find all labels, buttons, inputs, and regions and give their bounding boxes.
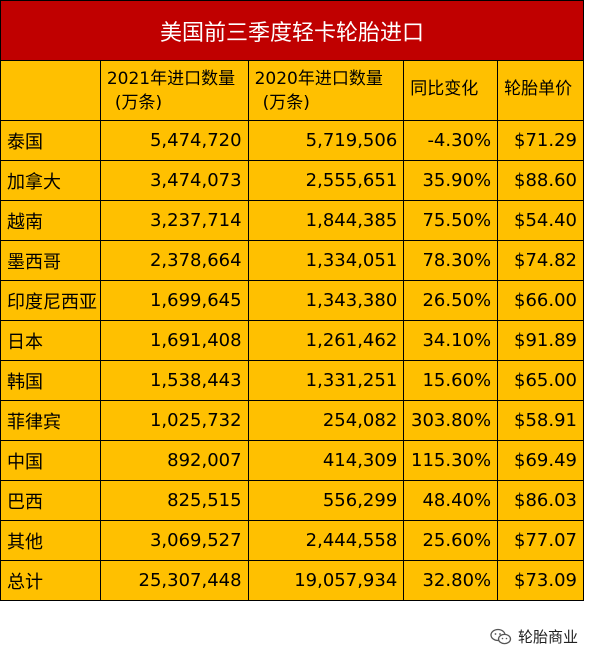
cell-2021-quantity: 3,237,714 [100, 201, 249, 241]
cell-2021-quantity: 1,025,732 [100, 401, 249, 441]
header-change-label: 同比变化 [410, 79, 479, 99]
header-2021-unit: (万条) [114, 93, 163, 113]
import-table: 美国前三季度轻卡轮胎进口 2021年进口数量 (万条) 2020年进口数量 (万… [0, 0, 584, 601]
header-country [1, 61, 101, 121]
cell-country: 日本 [1, 321, 101, 361]
table-row: 泰国 5,474,720 5,719,506 -4.30% $71.29 [1, 121, 584, 161]
cell-2021-quantity: 892,007 [100, 441, 249, 481]
cell-change: -4.30% [404, 121, 499, 161]
cell-2020-quantity: 19,057,934 [248, 561, 405, 601]
cell-unit-price: $54.40 [498, 201, 584, 241]
cell-2020-quantity: 556,299 [248, 481, 405, 521]
table-row: 墨西哥 2,378,664 1,334,051 78.30% $74.82 [1, 241, 584, 281]
header-2021-quantity: 2021年进口数量 (万条) [100, 61, 249, 121]
table-row: 菲律宾 1,025,732 254,082 303.80% $58.91 [1, 401, 584, 441]
table-row: 中国 892,007 414,309 115.30% $69.49 [1, 441, 584, 481]
cell-2021-quantity: 825,515 [100, 481, 249, 521]
cell-change: 34.10% [404, 321, 499, 361]
header-2020-title: 2020年进口数量 [254, 69, 383, 89]
cell-country: 越南 [1, 201, 101, 241]
cell-2020-quantity: 2,555,651 [248, 161, 405, 201]
header-row: 2021年进口数量 (万条) 2020年进口数量 (万条) 同比变化 轮胎单价 [1, 61, 584, 121]
table-row: 其他 3,069,527 2,444,558 25.60% $77.07 [1, 521, 584, 561]
cell-2021-quantity: 1,699,645 [100, 281, 249, 321]
header-2020-unit: (万条) [262, 93, 310, 113]
cell-2021-quantity: 1,538,443 [100, 361, 249, 401]
cell-2021-quantity: 3,069,527 [100, 521, 249, 561]
header-unit-price: 轮胎单价 [498, 61, 584, 121]
cell-2020-quantity: 1,331,251 [248, 361, 405, 401]
cell-unit-price: $77.07 [498, 521, 584, 561]
cell-unit-price: $73.09 [498, 561, 584, 601]
cell-change: 32.80% [404, 561, 499, 601]
cell-2021-quantity: 5,474,720 [100, 121, 249, 161]
cell-country: 总计 [1, 561, 101, 601]
cell-unit-price: $88.60 [498, 161, 584, 201]
table-row: 巴西 825,515 556,299 48.40% $86.03 [1, 481, 584, 521]
cell-country: 加拿大 [1, 161, 101, 201]
cell-unit-price: $86.03 [498, 481, 584, 521]
cell-change: 15.60% [404, 361, 499, 401]
cell-unit-price: $65.00 [498, 361, 584, 401]
cell-change: 35.90% [404, 161, 499, 201]
cell-2020-quantity: 1,334,051 [248, 241, 405, 281]
cell-2021-quantity: 25,307,448 [100, 561, 249, 601]
cell-country: 墨西哥 [1, 241, 101, 281]
cell-country: 巴西 [1, 481, 101, 521]
cell-change: 48.40% [404, 481, 499, 521]
table-row: 总计 25,307,448 19,057,934 32.80% $73.09 [1, 561, 584, 601]
cell-change: 115.30% [404, 441, 499, 481]
cell-2020-quantity: 1,261,462 [248, 321, 405, 361]
cell-2020-quantity: 414,309 [248, 441, 405, 481]
cell-unit-price: $69.49 [498, 441, 584, 481]
header-unit-price-label: 轮胎单价 [504, 79, 573, 99]
cell-country: 韩国 [1, 361, 101, 401]
table-row: 日本 1,691,408 1,261,462 34.10% $91.89 [1, 321, 584, 361]
footer-watermark: 轮胎商业 [490, 626, 578, 647]
table-title: 美国前三季度轻卡轮胎进口 [1, 1, 584, 61]
cell-unit-price: $74.82 [498, 241, 584, 281]
cell-2021-quantity: 3,474,073 [100, 161, 249, 201]
cell-unit-price: $58.91 [498, 401, 584, 441]
cell-change: 303.80% [404, 401, 499, 441]
wechat-icon [490, 628, 512, 644]
cell-change: 75.50% [404, 201, 499, 241]
table-row: 韩国 1,538,443 1,331,251 15.60% $65.00 [1, 361, 584, 401]
cell-2020-quantity: 254,082 [248, 401, 405, 441]
cell-2021-quantity: 2,378,664 [100, 241, 249, 281]
header-2021-title: 2021年进口数量 [106, 69, 236, 89]
cell-country: 印度尼西亚 [1, 281, 101, 321]
table-row: 加拿大 3,474,073 2,555,651 35.90% $88.60 [1, 161, 584, 201]
cell-country: 泰国 [1, 121, 101, 161]
header-2020-quantity: 2020年进口数量 (万条) [248, 61, 405, 121]
cell-unit-price: $91.89 [498, 321, 584, 361]
cell-2020-quantity: 1,343,380 [248, 281, 405, 321]
header-change: 同比变化 [404, 61, 499, 121]
cell-2020-quantity: 2,444,558 [248, 521, 405, 561]
footer-label: 轮胎商业 [517, 628, 578, 646]
cell-2020-quantity: 5,719,506 [248, 121, 405, 161]
table-row: 印度尼西亚 1,699,645 1,343,380 26.50% $66.00 [1, 281, 584, 321]
cell-2021-quantity: 1,691,408 [100, 321, 249, 361]
cell-country: 其他 [1, 521, 101, 561]
cell-country: 菲律宾 [1, 401, 101, 441]
cell-change: 78.30% [404, 241, 499, 281]
table-row: 越南 3,237,714 1,844,385 75.50% $54.40 [1, 201, 584, 241]
cell-2020-quantity: 1,844,385 [248, 201, 405, 241]
cell-unit-price: $66.00 [498, 281, 584, 321]
cell-change: 26.50% [404, 281, 499, 321]
cell-country: 中国 [1, 441, 101, 481]
cell-unit-price: $71.29 [498, 121, 584, 161]
cell-change: 25.60% [404, 521, 499, 561]
